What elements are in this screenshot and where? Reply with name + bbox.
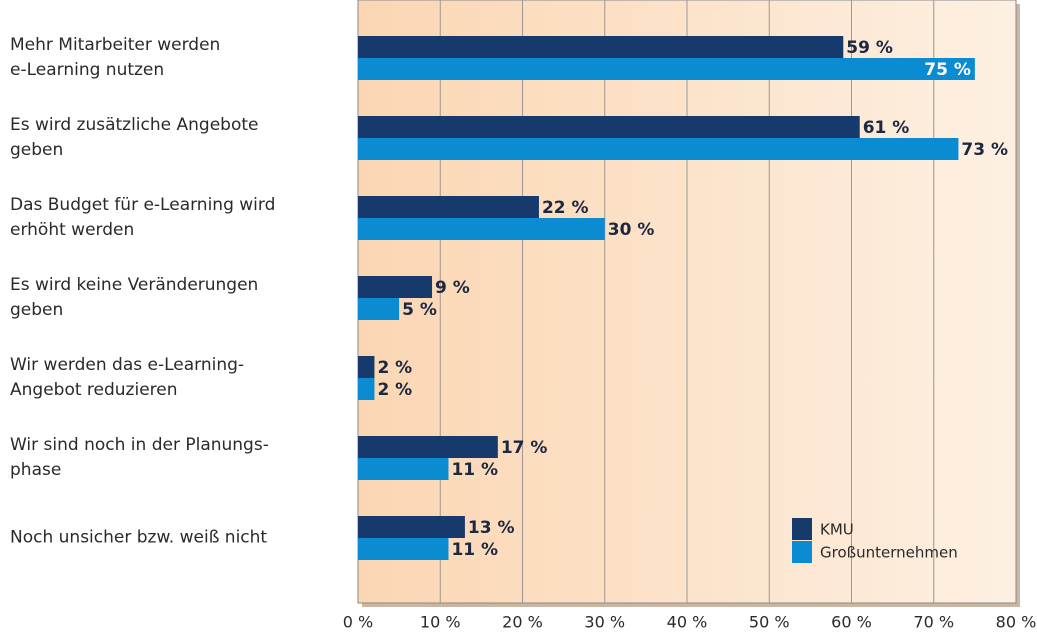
- category-label: Wir sind noch in der Planungs- phase: [10, 435, 269, 480]
- legend-label: KMU: [820, 521, 854, 539]
- x-tick-label: 10 %: [420, 613, 461, 632]
- category-label: Das Budget für e-Learning wird erhöht we…: [10, 195, 276, 240]
- bar: [358, 58, 975, 80]
- value-label: 9 %: [435, 278, 470, 298]
- bar: [358, 138, 959, 160]
- x-tick-label: 20 %: [502, 613, 543, 632]
- value-label: 73 %: [961, 140, 1008, 160]
- legend-swatch: [792, 518, 812, 540]
- category-label: Wir werden das e-Learning- Angebot reduz…: [10, 355, 245, 400]
- x-tick-label: 80 %: [996, 613, 1037, 632]
- bar: [358, 436, 498, 458]
- value-label: 17 %: [501, 438, 548, 458]
- x-tick-label: 60 %: [831, 613, 872, 632]
- bar: [358, 276, 433, 298]
- bar: [358, 196, 539, 218]
- bar: [358, 516, 465, 538]
- value-label: 30 %: [608, 220, 655, 240]
- bar: [358, 298, 400, 320]
- bar: [358, 356, 375, 378]
- value-label: 22 %: [542, 198, 589, 218]
- x-tick-label: 40 %: [667, 613, 708, 632]
- x-tick-label: 50 %: [749, 613, 790, 632]
- value-label: 61 %: [863, 118, 910, 138]
- bar: [358, 458, 449, 480]
- legend-swatch: [792, 541, 812, 563]
- value-label: 13 %: [468, 518, 515, 538]
- value-label: 59 %: [846, 38, 893, 58]
- x-tick-label: 30 %: [584, 613, 625, 632]
- bar: [358, 538, 449, 560]
- bar: [358, 116, 860, 138]
- value-label: 2 %: [377, 380, 412, 400]
- category-label: Noch unsicher bzw. weiß nicht: [10, 527, 268, 548]
- value-label: 2 %: [377, 358, 412, 378]
- value-label: 75 %: [924, 60, 971, 80]
- value-label: 5 %: [402, 300, 437, 320]
- category-label: Es wird keine Veränderungen geben: [10, 275, 259, 320]
- bar: [358, 378, 375, 400]
- bar: [358, 218, 605, 240]
- value-label: 11 %: [451, 540, 498, 560]
- legend-label: Großunternehmen: [820, 544, 958, 562]
- bar: [358, 36, 844, 58]
- x-tick-label: 0 %: [343, 613, 373, 632]
- category-label: Mehr Mitarbeiter werden e-Learning nutze…: [10, 35, 221, 80]
- value-label: 11 %: [451, 460, 498, 480]
- x-tick-label: 70 %: [913, 613, 954, 632]
- category-label: Es wird zusätzliche Angebote geben: [10, 115, 259, 160]
